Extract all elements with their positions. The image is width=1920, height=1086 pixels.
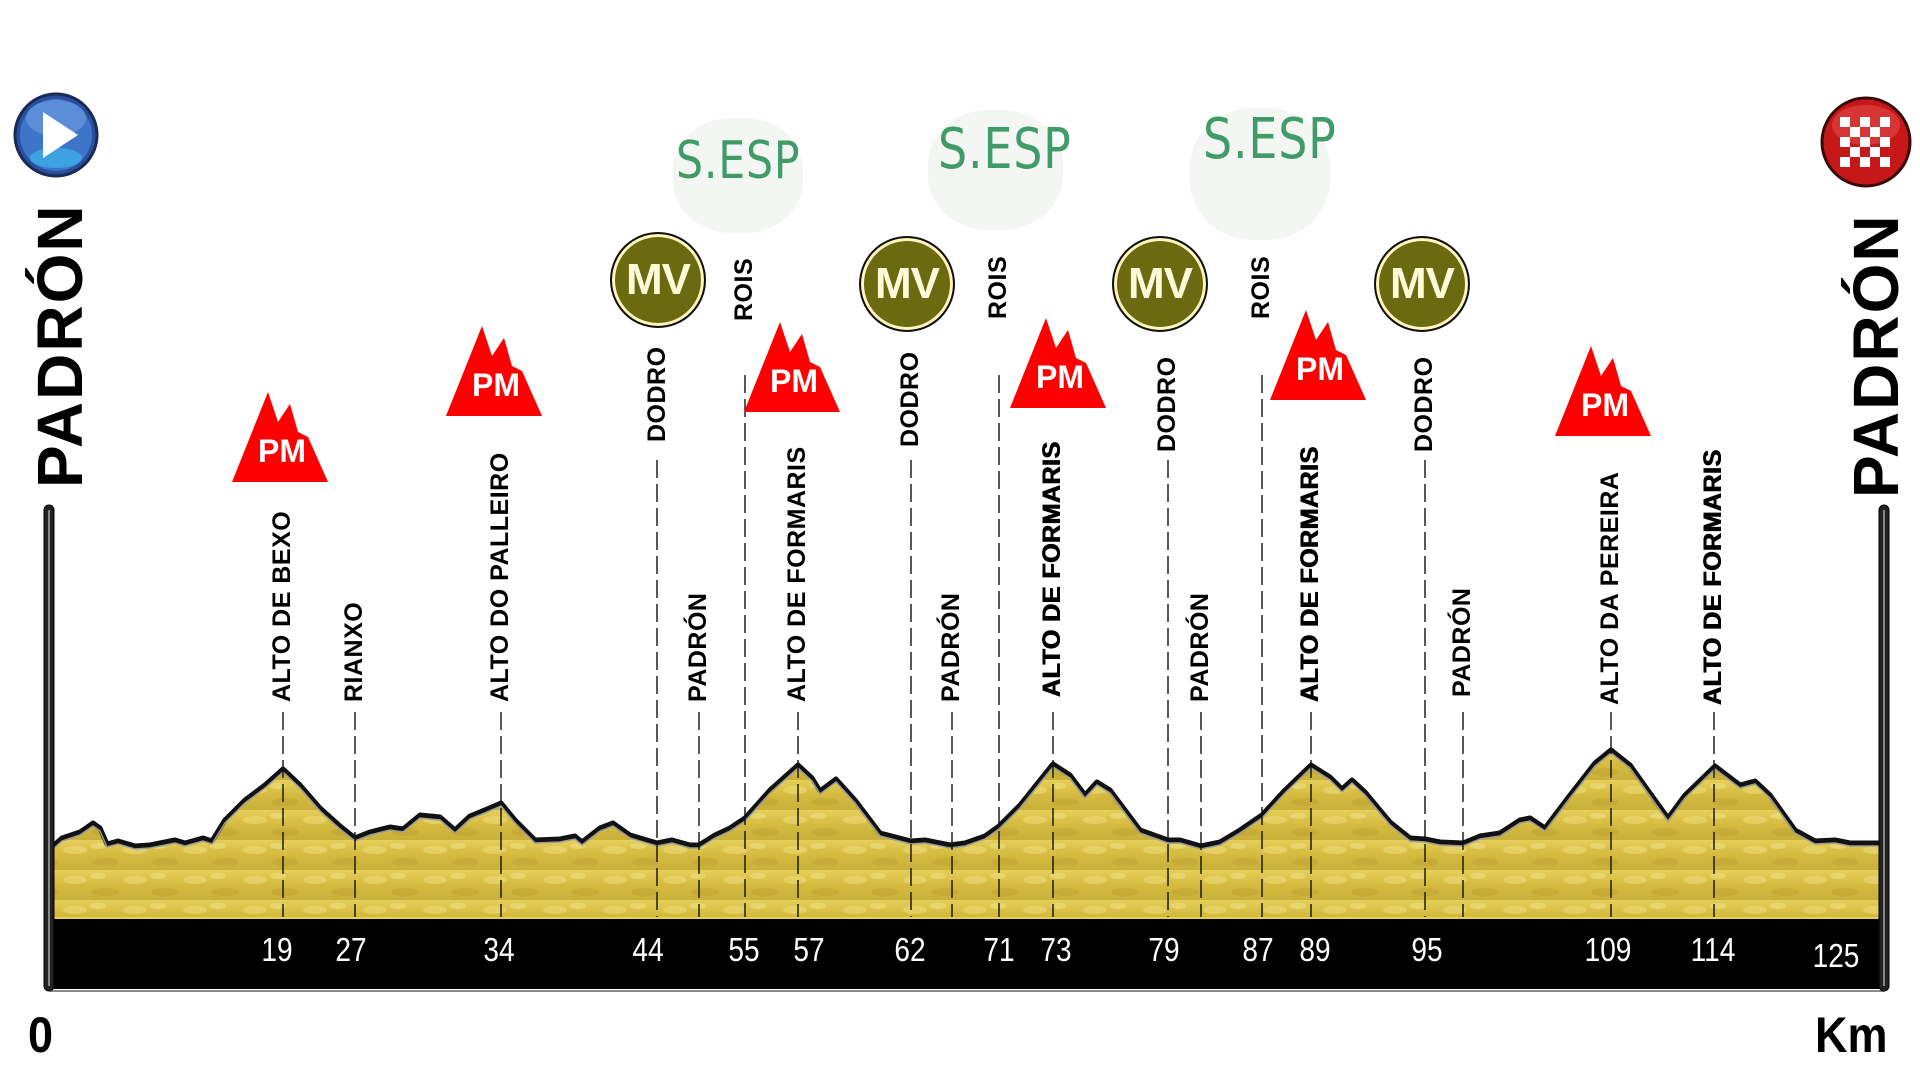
km-tick-label: 34 [483, 931, 515, 968]
km-tick-label: 114 [1690, 931, 1736, 968]
km-tick-label: 44 [632, 931, 664, 968]
km-tick-label: 73 [1040, 931, 1072, 968]
mountain-icon: PM [1555, 346, 1651, 436]
sprint-label: S.ESP [1203, 107, 1337, 172]
place-label: RIANXO [340, 601, 368, 702]
place-label: ALTO DE FORMARIS [1038, 441, 1066, 697]
terrain-outline [50, 747, 1882, 849]
start-city-title: PADRÓN [24, 203, 96, 488]
mountain-icon: PM [232, 392, 328, 482]
finish-city-title: PADRÓN [1840, 213, 1912, 498]
mountain-icon: PM [744, 322, 840, 412]
km-tick-label: 71 [983, 931, 1015, 968]
km-axis-bar [50, 919, 1884, 989]
km-tick-label: 55 [728, 931, 760, 968]
km-tick-label: 109 [1584, 931, 1632, 968]
place-label: DODRO [643, 346, 671, 442]
place-label: DODRO [1410, 356, 1438, 452]
km-marker-lines [282, 375, 1715, 918]
place-label: ALTO DE FORMARIS [1699, 449, 1727, 705]
km-tick-label: 57 [793, 931, 825, 968]
sprint-label: S.ESP [938, 117, 1072, 182]
mv-badge: MV [610, 232, 706, 328]
km-tick-label: 125 [1812, 937, 1860, 974]
place-label: ALTO DE BEXO [268, 510, 296, 702]
axis-unit-label: Km [1815, 1007, 1888, 1063]
mv-badge: MV [859, 236, 955, 332]
pm-mountain-badge: PM [1270, 310, 1366, 400]
play-icon [13, 92, 99, 178]
km-tick-label: 19 [261, 931, 293, 968]
svg-text:PM: PM [1036, 359, 1084, 395]
place-label: ALTO DE FORMARIS [1296, 446, 1324, 702]
km-tick-label: 79 [1148, 931, 1180, 968]
svg-text:PM: PM [770, 363, 818, 399]
terrain-area [52, 750, 1882, 918]
svg-text:PM: PM [258, 433, 306, 469]
sprint-label: S.ESP [676, 131, 801, 191]
sesp-highlight [673, 118, 803, 233]
svg-text:PM: PM [1296, 351, 1344, 387]
axis-origin-label: 0 [28, 1007, 54, 1063]
place-label: PADRÓN [1186, 592, 1214, 702]
place-label: ROIS [730, 257, 758, 321]
place-label: PADRÓN [937, 592, 965, 702]
mv-badge: MV [1374, 236, 1470, 332]
svg-text:PM: PM [472, 367, 520, 403]
sesp-highlight [928, 110, 1063, 230]
km-tick-label: 27 [335, 931, 367, 968]
km-tick-label: 62 [894, 931, 926, 968]
mv-badge: MV [1112, 236, 1208, 332]
sesp-highlight [1190, 108, 1330, 240]
checkered-flag-icon [1820, 96, 1912, 188]
mountain-icon: PM [446, 326, 542, 416]
pm-mountain-badge: PM [232, 392, 328, 482]
place-label: ROIS [1247, 255, 1275, 319]
place-label: DODRO [896, 351, 924, 447]
place-label: ROIS [984, 255, 1012, 319]
pm-mountain-badge: PM [1555, 346, 1651, 436]
place-label: ALTO DE FORMARIS [783, 446, 811, 702]
pm-mountain-badge: PM [1010, 318, 1106, 408]
place-label: PADRÓN [684, 592, 712, 702]
km-tick-label: 87 [1242, 931, 1274, 968]
place-label: DODRO [1153, 356, 1181, 452]
mountain-icon: PM [1010, 318, 1106, 408]
place-label: PADRÓN [1448, 587, 1476, 697]
pm-mountain-badge: PM [744, 322, 840, 412]
km-tick-label: 95 [1411, 931, 1443, 968]
svg-text:PM: PM [1581, 387, 1629, 423]
place-label: ALTO DO PALLEIRO [486, 452, 514, 702]
mountain-icon: PM [1270, 310, 1366, 400]
pm-mountain-badge: PM [446, 326, 542, 416]
place-label: ALTO DA PEREIRA [1596, 471, 1624, 705]
km-tick-label: 89 [1299, 931, 1331, 968]
